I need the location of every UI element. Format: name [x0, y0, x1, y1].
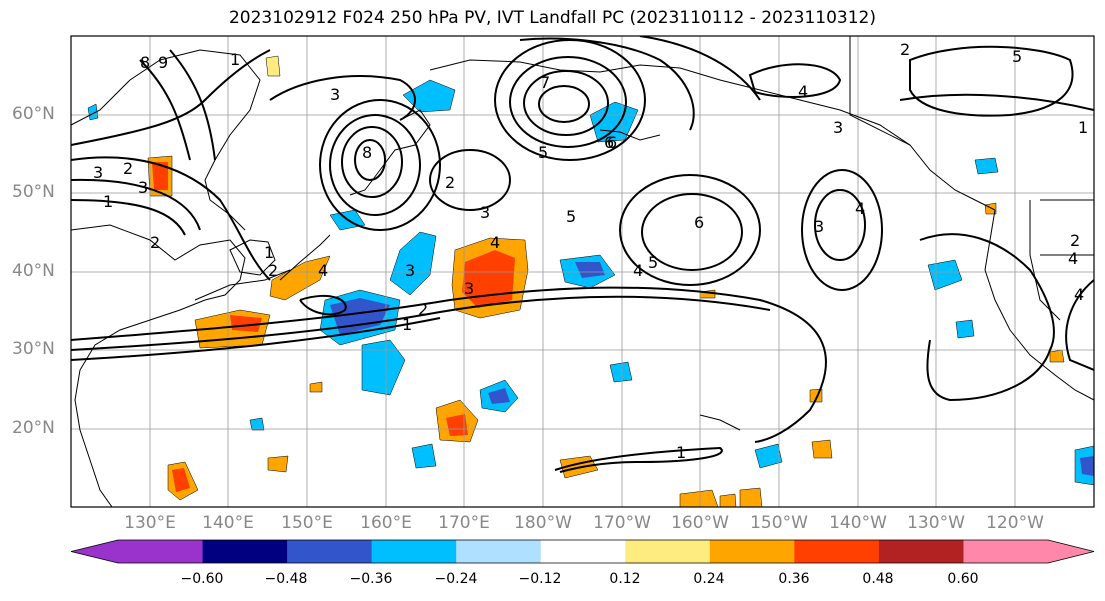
contour-label: 2 — [900, 40, 910, 59]
contour-label: 1 — [264, 243, 274, 262]
colorbar-segment — [202, 540, 288, 563]
contour-label: 9 — [158, 53, 168, 72]
contour-label: 6 — [604, 133, 614, 152]
contour-label: 3 — [405, 261, 415, 280]
colorbar-segment — [625, 540, 711, 563]
contour-label: 2 — [418, 300, 428, 319]
lat-label: 40°N — [12, 261, 55, 281]
colorbar-extend-min — [71, 540, 118, 563]
colorbar-segment — [540, 540, 626, 563]
contour-label: 1 — [103, 192, 113, 211]
lon-label: 120°W — [986, 513, 1044, 533]
contour-label: 3 — [480, 203, 490, 222]
contour-label: 5 — [538, 143, 548, 162]
colorbar-tick-label: 0.24 — [693, 571, 725, 587]
colorbar-segment — [878, 540, 964, 563]
lon-label: 160°W — [671, 513, 729, 533]
contour-label: 3 — [93, 163, 103, 182]
contour-label: 1 — [402, 315, 412, 334]
pv-contours — [71, 36, 1094, 473]
contour-label: 2 — [150, 233, 160, 252]
lon-label: 150°W — [750, 513, 808, 533]
lat-label: 60°N — [12, 104, 55, 124]
colorbar-outline — [70, 539, 1095, 564]
contour-label: 6 — [607, 133, 617, 152]
lat-label: 50°N — [12, 182, 55, 202]
contour-label: 8 — [140, 53, 150, 72]
colorbar-segment — [118, 540, 204, 563]
colorbar-tick-label: 0.48 — [862, 571, 894, 587]
contour-label: 4 — [798, 82, 808, 101]
lon-label: 170°E — [438, 513, 490, 533]
lat-label: 30°N — [12, 339, 55, 359]
colorbar-tick-label: −0.36 — [349, 571, 393, 587]
contour-label: 4 — [855, 199, 865, 218]
contour-label: 3 — [138, 178, 148, 197]
contour-label: 5 — [566, 207, 576, 226]
contour-label: 1 — [1078, 118, 1088, 137]
contour-label: 6 — [694, 213, 704, 232]
lon-label: 140°W — [829, 513, 887, 533]
contour-label: 4 — [490, 233, 500, 252]
colorbar-tick-label: −0.60 — [180, 571, 224, 587]
colorbar — [70, 539, 1095, 564]
colorbar-segment — [709, 540, 795, 563]
colorbar-tick-label: 0.60 — [947, 571, 979, 587]
colorbar-tick-label: 0.12 — [609, 571, 641, 587]
lon-label: 170°W — [593, 513, 651, 533]
lat-label: 20°N — [12, 418, 55, 438]
colorbar-extend-max — [1048, 540, 1094, 563]
colorbar-tick-label: −0.24 — [434, 571, 478, 587]
contour-label: 4 — [633, 261, 643, 280]
colorbar-segment — [371, 540, 457, 563]
contour-label: 4 — [1074, 285, 1084, 304]
colorbar-segment — [456, 540, 542, 563]
contour-labels: 8 9 1 4 3 6 7 8 5 3 2 1 2 1 3 2 3 4 5 6 … — [93, 40, 1088, 462]
colorbar-tick-label: −0.12 — [518, 571, 562, 587]
contour-label: 4 — [1068, 249, 1078, 268]
lon-label: 130°W — [907, 513, 965, 533]
contour-label: 2 — [123, 159, 133, 178]
contour-label: 3 — [833, 118, 843, 137]
lon-label: 150°E — [281, 513, 333, 533]
lon-label: 130°E — [124, 513, 176, 533]
colorbar-segment — [287, 540, 373, 563]
contour-label: 2 — [268, 261, 278, 280]
map-title: 2023102912 F024 250 hPa PV, IVT Landfall… — [228, 8, 876, 28]
colorbar-tick-label: −0.48 — [264, 571, 308, 587]
lon-label: 160°E — [360, 513, 412, 533]
plot-frame — [70, 35, 1095, 508]
contour-label: 2 — [445, 173, 455, 192]
contour-label: 8 — [362, 143, 372, 162]
colorbar-segment — [963, 540, 1049, 563]
contour-label: 2 — [1070, 231, 1080, 250]
contour-label: 3 — [464, 279, 474, 298]
lon-label: 180°W — [514, 513, 572, 533]
contour-label: 1 — [676, 443, 686, 462]
lon-label: 140°E — [202, 513, 254, 533]
contour-label: 5 — [648, 253, 658, 272]
contour-label: 4 — [318, 261, 328, 280]
contour-label: 3 — [330, 85, 340, 104]
colorbar-tick-label: 0.36 — [778, 571, 810, 587]
contour-label: 7 — [540, 73, 550, 92]
contour-label: 1 — [230, 50, 240, 69]
contour-label: 3 — [814, 217, 824, 236]
contour-label: 5 — [1012, 47, 1022, 66]
colorbar-segment — [794, 540, 880, 563]
